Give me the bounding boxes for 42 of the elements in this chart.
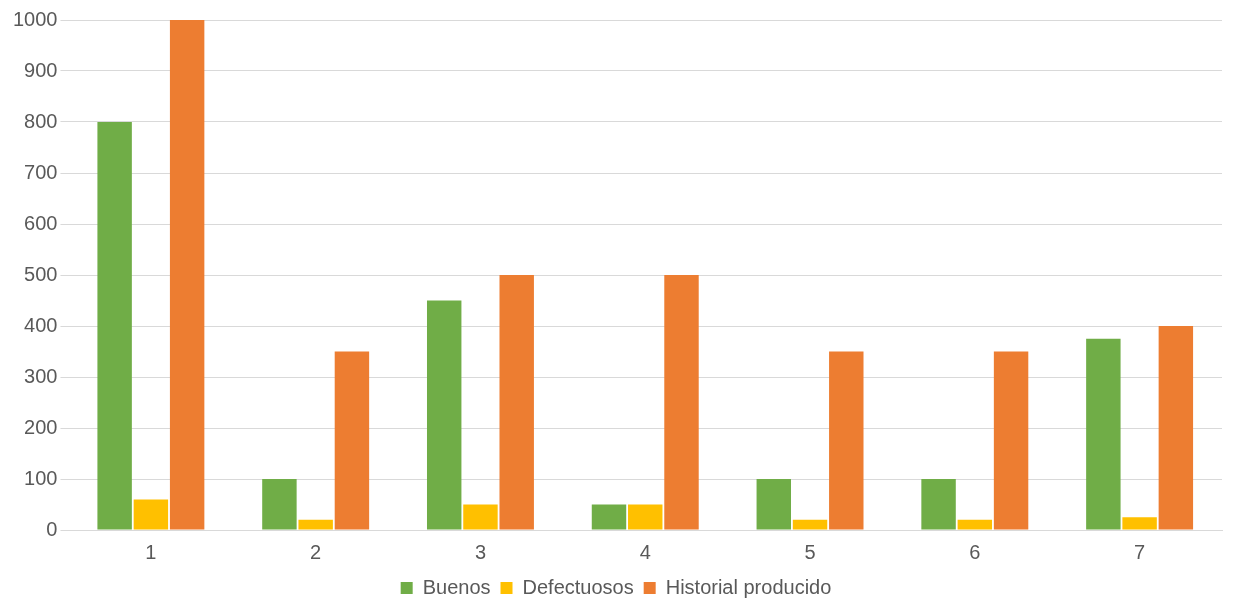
bar: [97, 122, 132, 530]
y-tick-label: 400: [24, 313, 58, 336]
x-tick-label: 4: [639, 540, 651, 563]
bar: [829, 351, 864, 530]
y-tick-label: 700: [24, 160, 58, 183]
legend-label: Buenos: [422, 575, 491, 598]
legend-label: Defectuosos: [522, 575, 634, 598]
x-tick-label: 5: [804, 540, 816, 563]
bar: [993, 351, 1029, 530]
legend-label: Historial producido: [665, 575, 832, 598]
bar: [262, 479, 297, 530]
bar: [298, 519, 333, 530]
y-tick-label: 1000: [12, 7, 58, 30]
y-tick-label: 100: [24, 466, 58, 489]
bar: [628, 504, 663, 530]
bar: [1158, 326, 1194, 530]
bar: [133, 499, 169, 530]
y-tick-label: 600: [24, 211, 58, 234]
bar: [1122, 517, 1157, 530]
y-tick-label: 900: [24, 58, 58, 81]
x-tick-label: 6: [969, 540, 981, 563]
x-tick-label: 7: [1134, 540, 1146, 563]
bar: [463, 504, 498, 530]
y-tick-label: 800: [24, 109, 58, 132]
x-tick-label: 3: [474, 540, 487, 563]
bar: [664, 275, 699, 530]
bar: [957, 519, 993, 530]
bar: [591, 504, 627, 530]
x-tick-label: 2: [310, 540, 322, 563]
y-tick-label: 0: [46, 517, 58, 540]
y-tick-label: 300: [24, 364, 58, 387]
bar: [426, 300, 462, 530]
bar: [921, 479, 956, 530]
bar: [756, 479, 791, 530]
bar: [499, 275, 534, 530]
bar: [169, 20, 205, 530]
bar: [792, 519, 828, 530]
x-tick-label: 1: [145, 540, 157, 563]
y-tick-label: 500: [24, 262, 58, 285]
bar: [1086, 338, 1121, 530]
bar: [334, 351, 370, 530]
y-tick-label: 200: [24, 415, 58, 438]
